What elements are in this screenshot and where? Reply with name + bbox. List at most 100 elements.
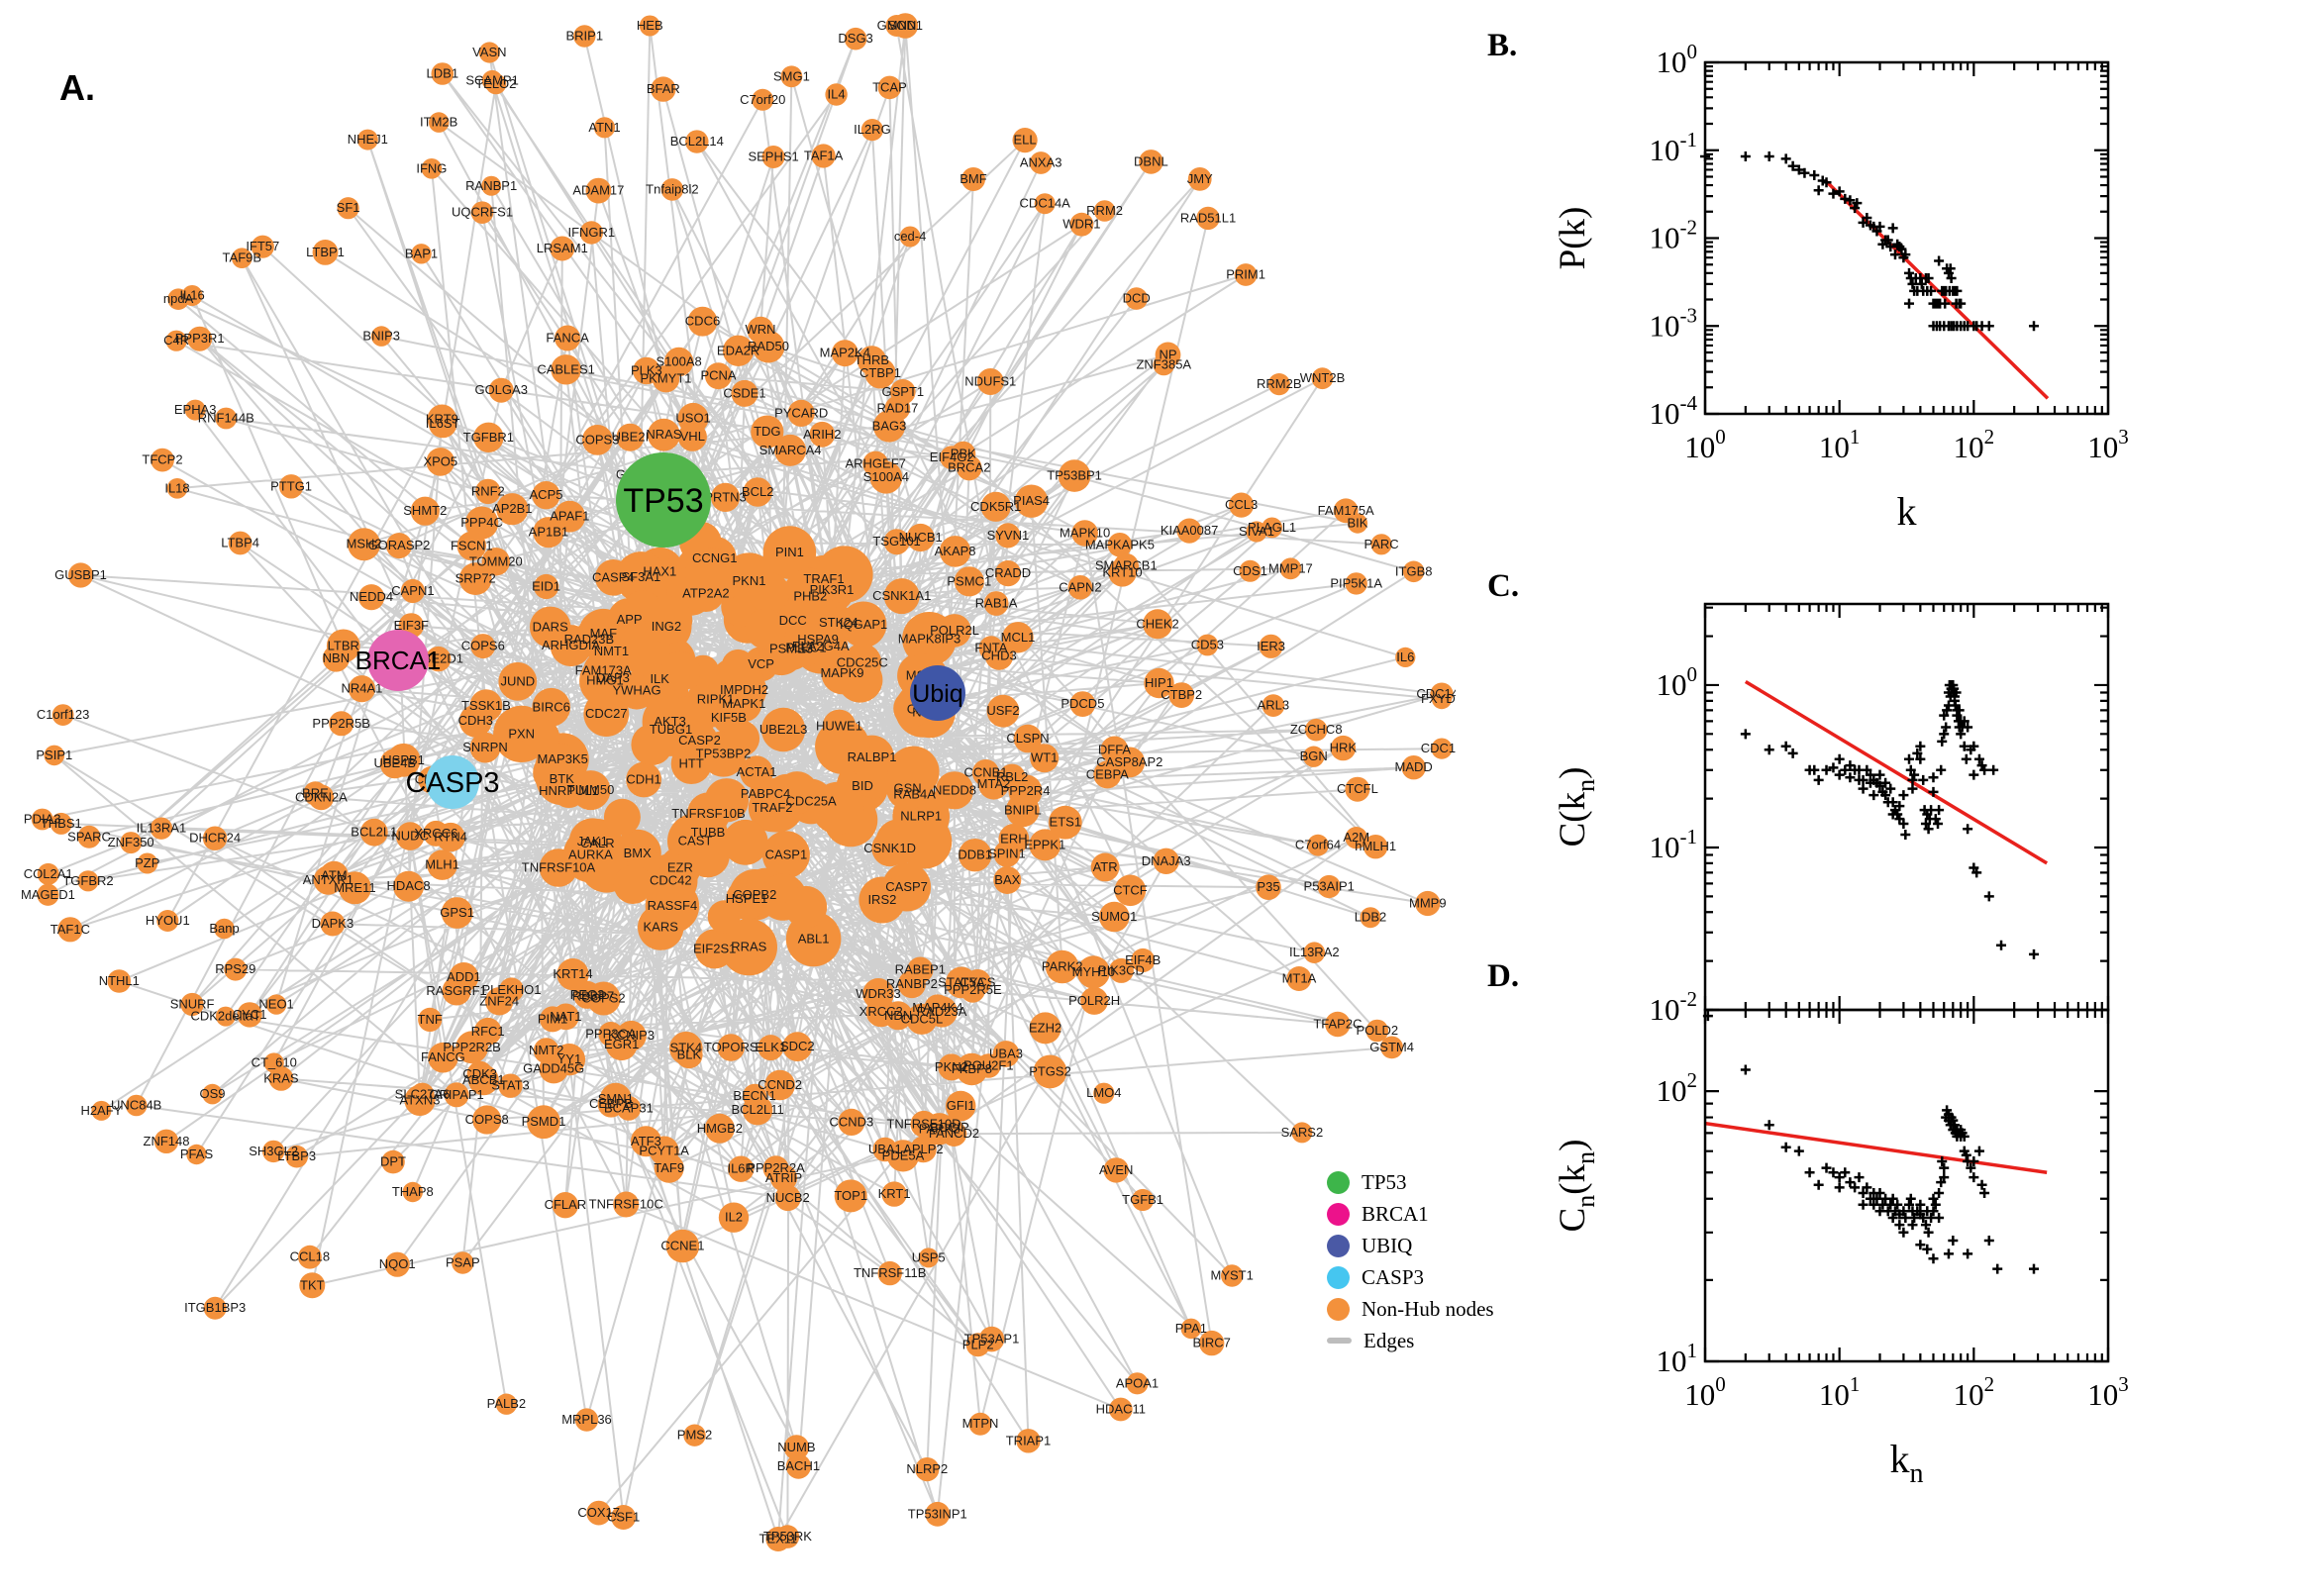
network-node[interactable] xyxy=(1347,513,1368,534)
network-node[interactable] xyxy=(67,562,94,588)
network-node[interactable] xyxy=(993,866,1022,894)
network-node[interactable] xyxy=(665,1229,700,1263)
network-node[interactable] xyxy=(1431,738,1453,759)
network-node[interactable] xyxy=(945,1090,976,1122)
network-node[interactable] xyxy=(669,1031,703,1065)
network-node[interactable] xyxy=(1180,1318,1202,1340)
network-node[interactable] xyxy=(1262,694,1285,717)
network-node[interactable] xyxy=(1034,193,1056,215)
network-node[interactable] xyxy=(961,167,985,191)
network-node[interactable] xyxy=(31,808,53,831)
network-node[interactable] xyxy=(358,584,385,611)
network-node[interactable] xyxy=(1267,373,1290,396)
network-node[interactable] xyxy=(441,897,473,929)
network-node[interactable] xyxy=(869,460,903,494)
network-node[interactable] xyxy=(890,379,916,405)
network-node[interactable] xyxy=(1286,966,1312,991)
network-node[interactable] xyxy=(1234,263,1258,286)
network-node[interactable] xyxy=(540,1006,565,1033)
network-node[interactable] xyxy=(1168,682,1195,708)
network-node[interactable] xyxy=(683,1424,706,1446)
network-node[interactable] xyxy=(787,399,815,427)
network-node[interactable] xyxy=(1099,901,1130,933)
network-node[interactable] xyxy=(1317,874,1341,899)
network-node[interactable] xyxy=(1221,1264,1244,1287)
network-node[interactable] xyxy=(184,399,206,421)
network-node[interactable] xyxy=(386,533,412,559)
network-node[interactable] xyxy=(593,117,616,139)
network-node[interactable] xyxy=(971,759,1000,787)
network-node[interactable] xyxy=(551,354,581,385)
network-node[interactable] xyxy=(1370,534,1392,555)
network-node[interactable] xyxy=(1069,691,1096,717)
network-node[interactable] xyxy=(752,88,774,111)
network-node[interactable] xyxy=(1304,718,1328,742)
network-node[interactable] xyxy=(761,831,810,879)
network-node[interactable] xyxy=(745,608,786,649)
network-node[interactable] xyxy=(906,523,935,552)
network-node[interactable] xyxy=(44,745,65,766)
network-node[interactable] xyxy=(815,719,870,774)
network-node[interactable] xyxy=(855,760,894,799)
network-node[interactable] xyxy=(775,771,819,815)
network-node[interactable] xyxy=(426,448,455,476)
network-node[interactable] xyxy=(939,536,971,567)
network-node[interactable] xyxy=(1080,986,1109,1015)
network-node[interactable] xyxy=(883,529,910,555)
network-node[interactable] xyxy=(465,506,499,540)
network-node[interactable] xyxy=(1131,948,1156,973)
network-node[interactable] xyxy=(611,1505,637,1530)
network-node[interactable] xyxy=(156,910,179,932)
network-node[interactable] xyxy=(980,491,1011,522)
network-node[interactable] xyxy=(265,994,287,1015)
network-node[interactable] xyxy=(993,841,1021,867)
hub-node-casp3[interactable] xyxy=(426,755,479,809)
network-node[interactable] xyxy=(137,852,158,874)
network-node[interactable] xyxy=(151,448,174,472)
network-node[interactable] xyxy=(892,13,919,39)
network-node[interactable] xyxy=(436,822,465,852)
network-node[interactable] xyxy=(57,917,83,943)
network-node[interactable] xyxy=(1126,1372,1149,1395)
network-node[interactable] xyxy=(1012,128,1038,153)
network-node[interactable] xyxy=(410,496,440,526)
network-node[interactable] xyxy=(469,689,503,723)
network-node[interactable] xyxy=(1415,890,1441,917)
network-node[interactable] xyxy=(285,1145,309,1168)
network-node[interactable] xyxy=(202,1083,223,1105)
network-node[interactable] xyxy=(992,1041,1020,1067)
network-node[interactable] xyxy=(1196,634,1219,656)
network-node[interactable] xyxy=(645,596,693,644)
network-node[interactable] xyxy=(338,871,371,905)
network-node[interactable] xyxy=(473,422,504,452)
network-node[interactable] xyxy=(426,646,452,672)
network-node[interactable] xyxy=(312,240,339,265)
network-node[interactable] xyxy=(1364,835,1388,859)
network-node[interactable] xyxy=(381,1149,405,1174)
network-node[interactable] xyxy=(1093,200,1116,222)
network-node[interactable] xyxy=(527,1105,560,1140)
network-node[interactable] xyxy=(1103,1157,1129,1183)
network-node[interactable] xyxy=(1029,151,1053,174)
network-node[interactable] xyxy=(1395,647,1416,668)
network-node[interactable] xyxy=(215,407,238,430)
network-node[interactable] xyxy=(902,612,957,666)
network-node[interactable] xyxy=(329,711,354,737)
network-node[interactable] xyxy=(470,634,496,659)
network-node[interactable] xyxy=(1143,609,1173,640)
network-node[interactable] xyxy=(937,1115,962,1142)
network-node[interactable] xyxy=(570,770,611,811)
network-node[interactable] xyxy=(478,42,500,63)
network-node[interactable] xyxy=(402,1181,423,1203)
network-node[interactable] xyxy=(579,654,631,707)
network-node[interactable] xyxy=(1093,760,1122,789)
network-node[interactable] xyxy=(534,573,559,600)
network-node[interactable] xyxy=(723,720,760,757)
network-node[interactable] xyxy=(685,548,736,598)
network-node[interactable] xyxy=(485,73,507,95)
network-node[interactable] xyxy=(472,1105,502,1135)
network-node[interactable] xyxy=(761,146,785,168)
network-node[interactable] xyxy=(533,1038,559,1064)
network-node[interactable] xyxy=(320,911,346,937)
network-node[interactable] xyxy=(359,818,388,847)
